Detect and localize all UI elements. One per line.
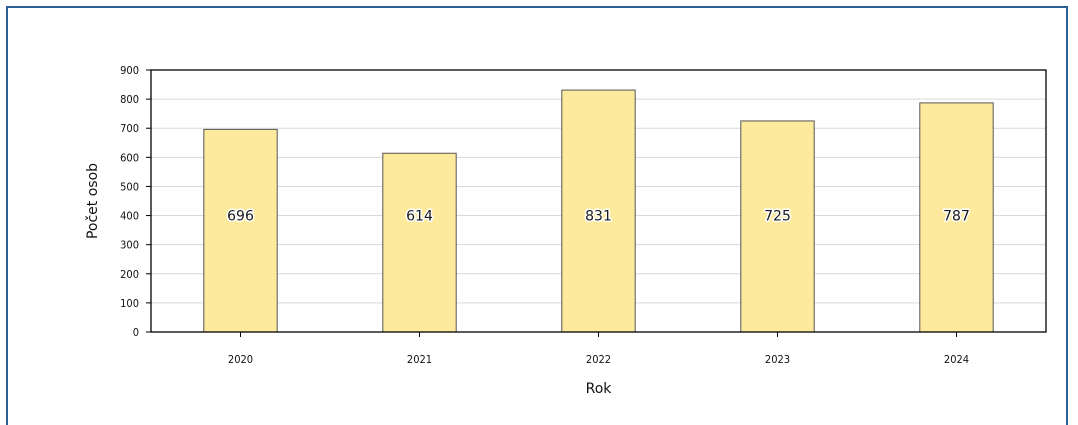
data-label-2020: 696: [227, 209, 254, 225]
y-tick-label: 900: [120, 64, 139, 77]
x-tick-label: 2024: [944, 353, 969, 366]
x-tick-label: 2020: [228, 353, 253, 366]
y-tick-label: 0: [133, 326, 139, 339]
y-tick-label: 800: [120, 93, 139, 106]
bar-2023: [740, 120, 815, 333]
data-label-2024: 787: [943, 209, 970, 225]
bars: [203, 89, 994, 333]
x-tick-label: 2022: [586, 353, 611, 366]
y-tick-label: 600: [120, 151, 139, 164]
y-tick-label: 500: [120, 180, 139, 193]
chart-frame: [6, 6, 1068, 425]
x-tick-label: 2023: [765, 353, 790, 366]
y-axis-ticks: 0 100 200 300 400 500 600 700 800 900: [120, 64, 151, 339]
data-labels: 696 614 831 725 787: [226, 207, 972, 226]
data-label-2023: 725: [764, 209, 791, 225]
y-tick-label: 700: [120, 122, 139, 135]
data-label-2021: 614: [406, 209, 433, 225]
y-tick-label: 300: [120, 239, 139, 252]
x-axis-ticks: 2020 2021 2022 2023 2024: [228, 332, 969, 366]
bar-2021: [382, 152, 457, 333]
x-axis-title: Rok: [586, 381, 613, 397]
y-tick-label: 100: [120, 297, 139, 310]
data-label-2022: 831: [585, 209, 612, 225]
y-tick-label: 200: [120, 268, 139, 281]
bar-2020: [203, 128, 278, 333]
y-tick-label: 400: [120, 210, 139, 223]
x-tick-label: 2021: [407, 353, 432, 366]
y-axis-title: Počet osob: [85, 163, 101, 239]
